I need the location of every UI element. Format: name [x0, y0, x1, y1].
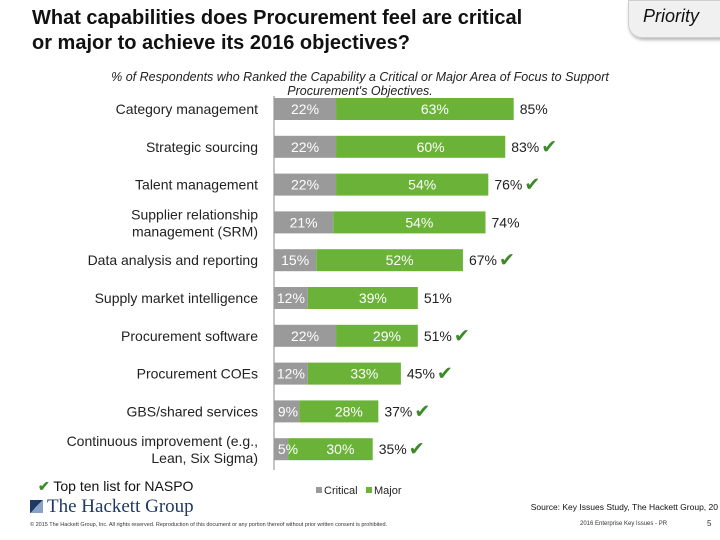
- footnote-text: Top ten list for NASPO: [53, 478, 194, 494]
- stacked-bar-chart: Category management 22% 63% 85% Strategic so…: [67, 96, 557, 497]
- data-label-major: 54%: [408, 177, 436, 193]
- data-label-major: 29%: [373, 328, 401, 344]
- bar-critical: [274, 287, 308, 309]
- bar-major: [307, 287, 418, 309]
- subtitle-line-1: % of Respondents who Ranked the Capabili…: [111, 70, 609, 84]
- legend-label-major: Major: [374, 485, 402, 497]
- bar-major: [336, 324, 418, 347]
- bar-critical: [274, 324, 337, 347]
- data-label-critical: 12%: [277, 366, 305, 382]
- data-label-major: 39%: [359, 290, 387, 306]
- data-label-total: 35%: [379, 441, 407, 457]
- category-label: Talent management: [135, 177, 258, 193]
- bar-major: [336, 98, 514, 120]
- bar-major: [333, 211, 486, 234]
- bar-critical: [274, 173, 337, 196]
- legend-label-critical: Critical: [324, 485, 358, 497]
- bar-major: [299, 400, 379, 423]
- category-label: Procurement COEs: [137, 366, 258, 382]
- bar-major: [288, 438, 373, 461]
- legend-swatch-major: [366, 487, 372, 493]
- data-label-critical: 22%: [291, 177, 319, 193]
- bar-critical: [274, 362, 308, 385]
- data-label-major: 33%: [350, 366, 378, 382]
- bar-major: [336, 135, 506, 158]
- title-line-1: What capabilities does Procurement feel …: [32, 7, 523, 29]
- logo-text: The Hackett Group: [47, 496, 194, 517]
- category-label: management (SRM): [132, 223, 258, 239]
- page-title: What capabilities does Procurement feel …: [32, 6, 632, 56]
- bar-major: [307, 362, 401, 385]
- category-label: Procurement software: [121, 328, 258, 344]
- category-label: Data analysis and reporting: [88, 252, 258, 268]
- bar-critical: [274, 249, 317, 272]
- data-label-critical: 12%: [277, 290, 305, 306]
- bar-critical: [274, 135, 337, 158]
- data-label-major: 54%: [405, 214, 433, 230]
- data-label-major: 30%: [326, 441, 354, 457]
- bar-critical: [274, 400, 300, 423]
- category-label: GBS/shared services: [127, 403, 259, 419]
- data-label-critical: 22%: [291, 139, 319, 155]
- data-label-total: 51%: [424, 328, 452, 344]
- data-label-critical: 21%: [290, 214, 318, 230]
- bar-critical: [274, 98, 337, 120]
- footnote: ✔ Top ten list for NASPO: [38, 478, 193, 495]
- category-label: Supplier relationship: [131, 206, 258, 222]
- data-label-critical: 5%: [278, 441, 298, 457]
- source-note: Source: Key Issues Study, The Hackett Gr…: [530, 502, 718, 512]
- category-label: Lean, Six Sigma): [151, 450, 258, 466]
- data-label-critical: 15%: [281, 252, 309, 268]
- copyright: © 2015 The Hackett Group, Inc. All right…: [30, 522, 388, 528]
- chart-subtitle: % of Respondents who Ranked the Capabili…: [80, 70, 640, 98]
- bar-critical: [274, 438, 289, 461]
- data-label-total: 45%: [407, 366, 435, 382]
- footer-label: 2016 Enterprise Key Issues - PR: [580, 521, 668, 527]
- data-label-major: 60%: [417, 139, 445, 155]
- data-label-total: 83%: [511, 139, 539, 155]
- bar-major: [336, 173, 489, 196]
- data-label-total: 85%: [520, 101, 548, 117]
- data-label-total: 51%: [424, 290, 452, 306]
- data-label-total: 76%: [494, 177, 522, 193]
- logo-mark-icon: [30, 500, 43, 513]
- data-label-total: 74%: [492, 214, 520, 230]
- check-icon: ✔: [409, 438, 425, 460]
- company-logo: The Hackett Group: [30, 496, 194, 518]
- check-icon: ✔: [541, 136, 557, 158]
- data-label-major: 63%: [421, 101, 449, 117]
- page-number: 5: [707, 519, 712, 528]
- data-label-major: 28%: [335, 403, 363, 419]
- data-label-critical: 9%: [278, 403, 298, 419]
- check-icon: ✔: [524, 174, 540, 196]
- priority-tag-label: Priority: [643, 6, 700, 26]
- title-line-2: or major to achieve its 2016 objectives?: [32, 32, 410, 54]
- check-icon: ✔: [437, 363, 453, 385]
- subtitle-line-2: Procurement's Objectives.: [287, 84, 433, 98]
- category-label: Strategic sourcing: [146, 139, 258, 155]
- data-label-total: 67%: [469, 252, 497, 268]
- priority-tag: Priority: [628, 0, 720, 38]
- bar-critical: [274, 211, 334, 234]
- category-label: Supply market intelligence: [95, 290, 259, 306]
- check-icon: ✔: [414, 400, 430, 422]
- check-icon: ✔: [38, 478, 50, 494]
- category-label: Continuous improvement (e.g.,: [67, 433, 258, 449]
- category-label: Category management: [116, 101, 259, 117]
- data-label-critical: 22%: [291, 328, 319, 344]
- legend-swatch-critical: [316, 487, 322, 493]
- bar-major: [316, 249, 463, 272]
- check-icon: ✔: [454, 325, 470, 347]
- data-label-critical: 22%: [291, 101, 319, 117]
- check-icon: ✔: [499, 249, 515, 271]
- data-label-total: 37%: [384, 403, 412, 419]
- data-label-major: 52%: [386, 252, 414, 268]
